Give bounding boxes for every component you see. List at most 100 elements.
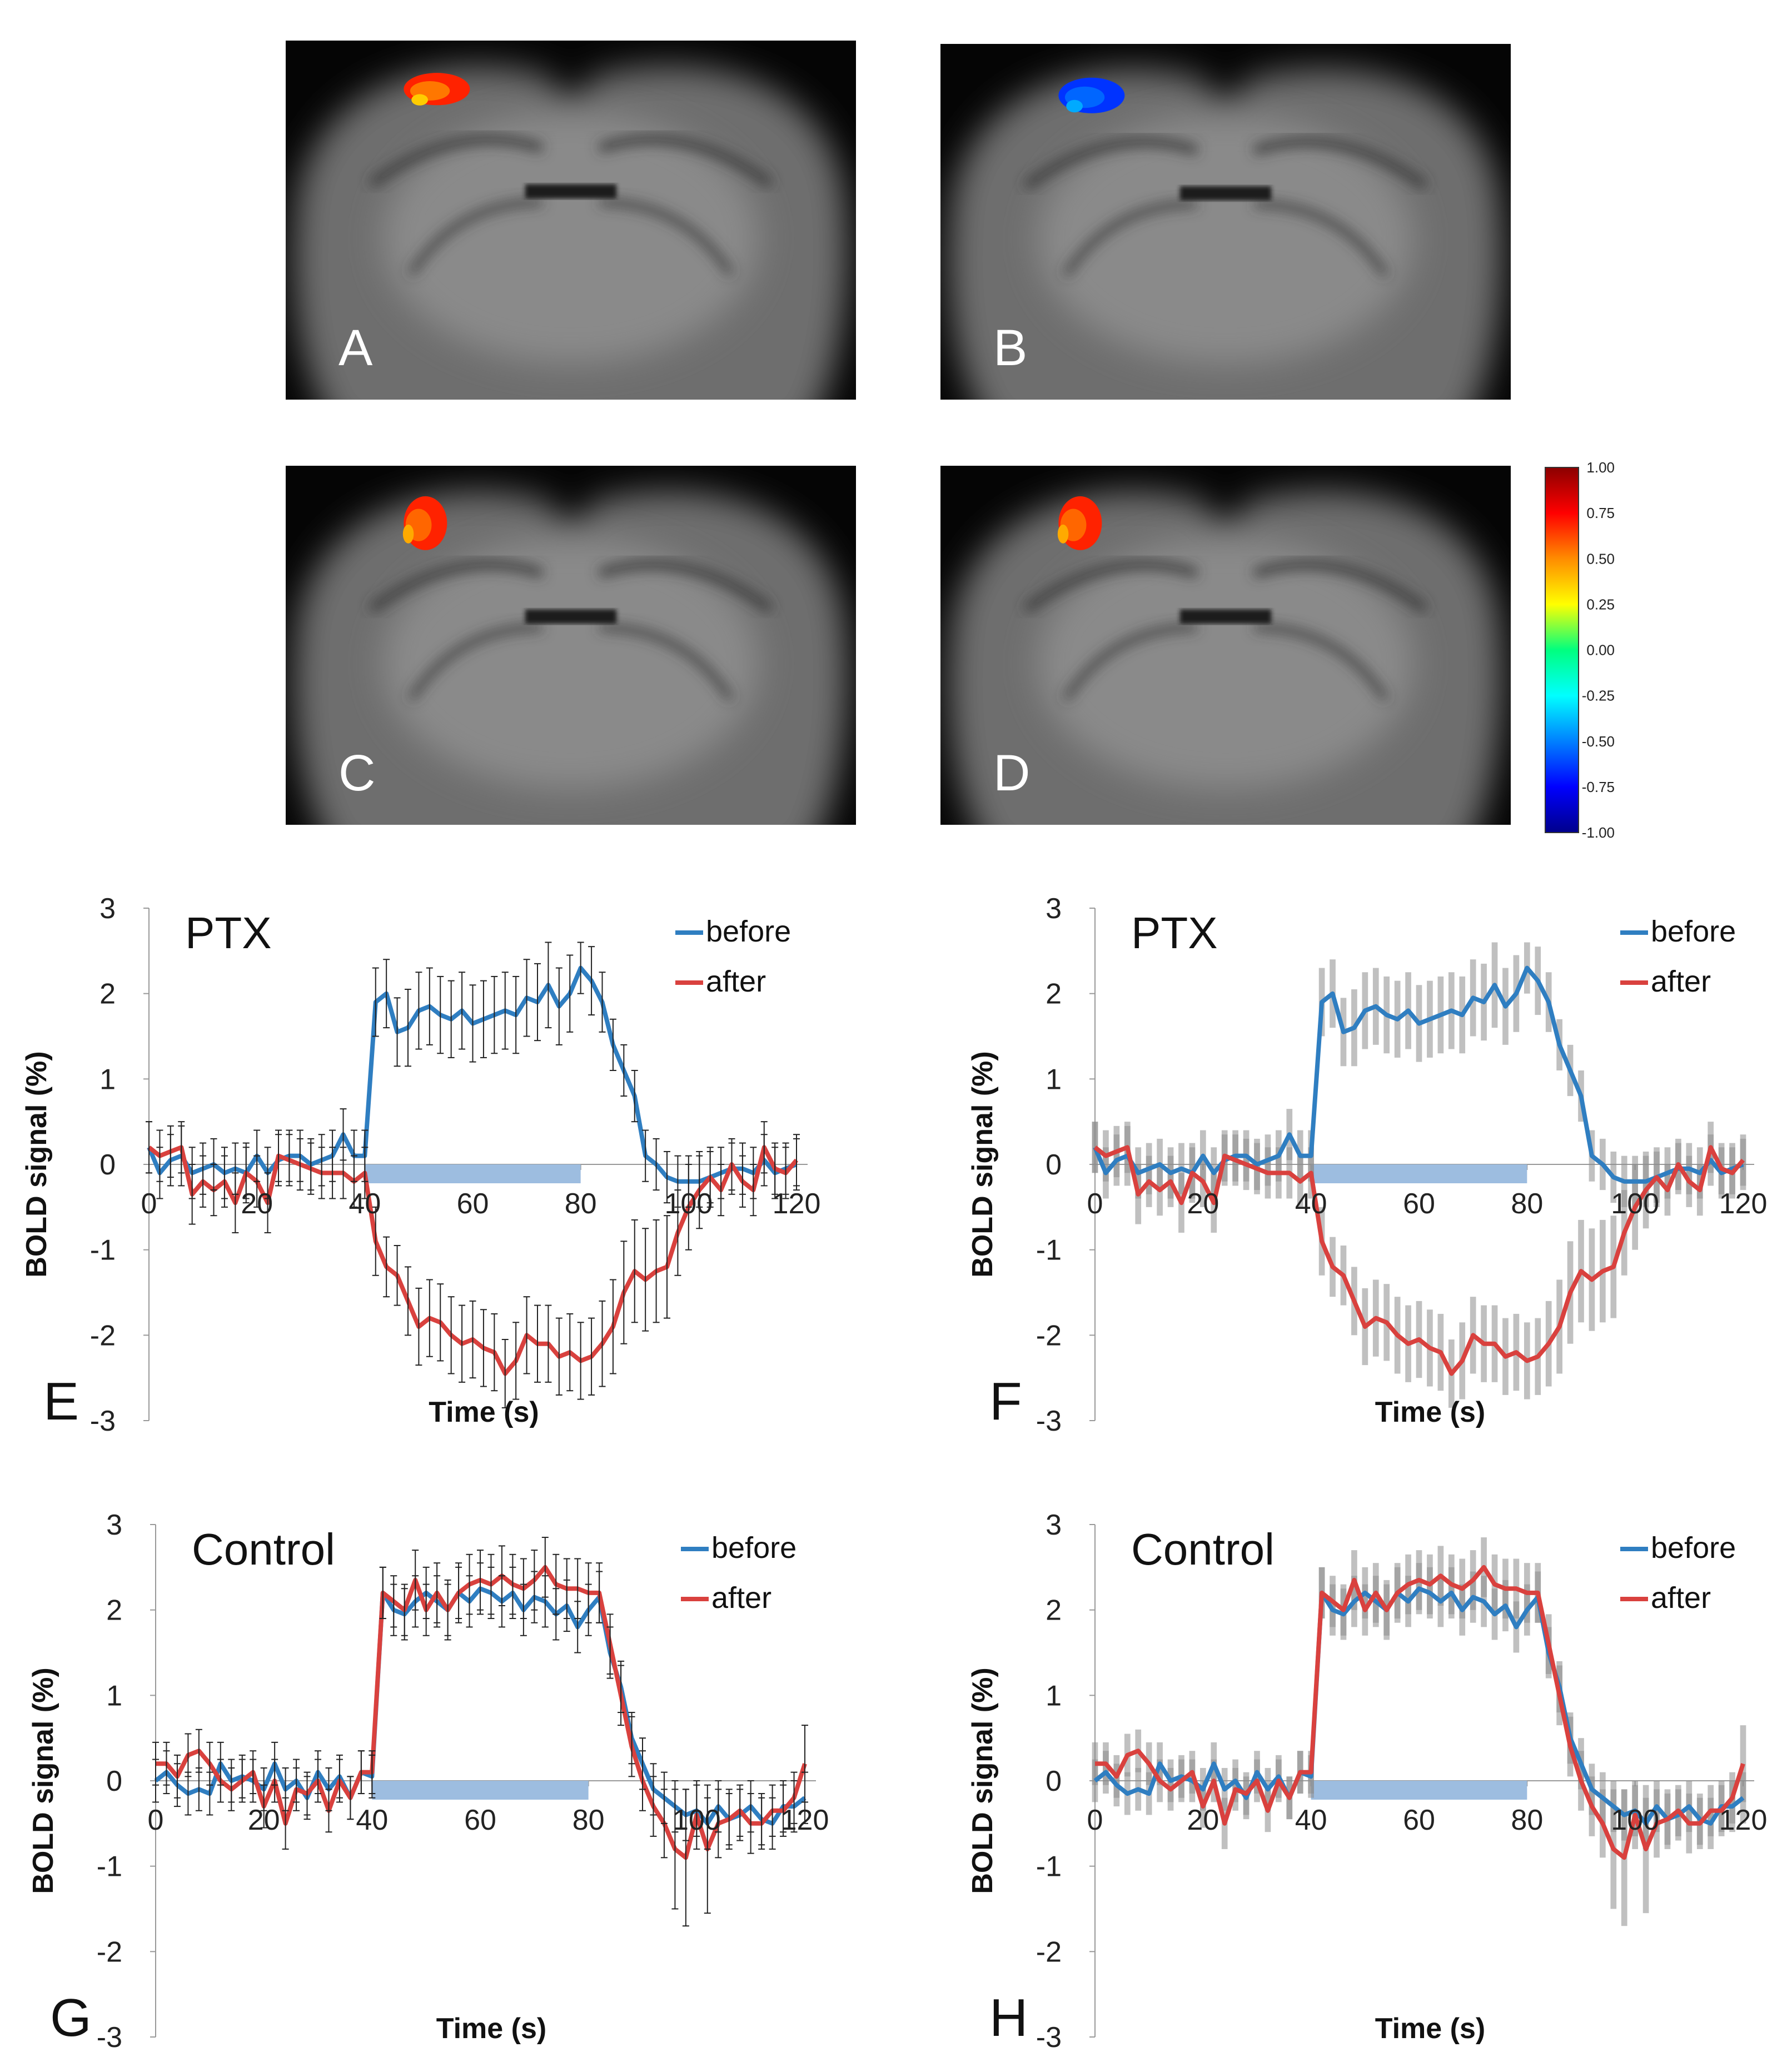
colorbar-tick: -0.50 (1582, 733, 1615, 750)
mri-image (940, 44, 1511, 400)
chart-h: 3 2 1 0 -1 -2 -3 0 20 40 60 80 100 120 Control Time (s)… (967, 1509, 1767, 2054)
y-tick-label: -2 (1036, 1319, 1062, 1352)
legend-label-before: before (706, 915, 791, 948)
y-axis-title: BOLD signal (%) (27, 1667, 59, 1894)
brain-fold (1023, 560, 1199, 613)
mri-panel-b: B (940, 44, 1511, 400)
x-axis-title: Time (s) (1375, 1396, 1485, 1428)
brain-fold (1254, 201, 1388, 277)
x-axis-title: Time (s) (429, 1396, 539, 1428)
brain-ventricle (1179, 609, 1272, 624)
y-tick-label: 1 (1046, 1680, 1062, 1712)
x-tick-label: 100 (664, 1188, 713, 1220)
mri-panel-c: C (286, 466, 856, 825)
brain-fold (1063, 201, 1197, 277)
stimulus-bar (1311, 1781, 1527, 1800)
x-axis-title: Time (s) (1375, 2013, 1485, 2045)
x-tick-label: 0 (141, 1188, 157, 1220)
x-tick-label: 100 (673, 1804, 721, 1836)
panel-letter: H (989, 1988, 1028, 2048)
y-tick-label: -1 (97, 1851, 122, 1883)
panel-letter: E (43, 1372, 79, 1431)
y-tick-label: 0 (106, 1765, 122, 1797)
error-band (1092, 1122, 1098, 1173)
y-tick-label: 3 (106, 1509, 122, 1541)
brain-ventricle (525, 609, 617, 624)
stimulus-bar (372, 1781, 589, 1800)
x-tick-label: 120 (1719, 1188, 1768, 1220)
colorbar-tick: 1.00 (1586, 459, 1615, 476)
x-tick-label: 120 (1719, 1804, 1768, 1836)
series-line-after (1095, 1565, 1745, 1860)
colorbar: 1.00 0.75 0.50 0.25 0.00 -0.25 -0.50 -0.75 -1.00 (1545, 459, 1615, 841)
brain-fold (1254, 624, 1388, 701)
mri-panels: A B C D (286, 41, 1511, 825)
error-bars-after (146, 1121, 800, 1408)
brain-core (1037, 115, 1414, 364)
y-tick-label: 1 (106, 1680, 122, 1712)
brain-fold (408, 198, 542, 276)
error-band (1740, 1725, 1746, 1802)
x-tick-label: 100 (1611, 1188, 1659, 1220)
chart-g: 3 2 1 0 -1 -2 -3 0 20 40 60 80 100 120 Control Time (s)… (27, 1509, 829, 2054)
legend: before after (1620, 1531, 1736, 1615)
y-tick-label: -1 (90, 1234, 116, 1267)
brain-fold (598, 135, 773, 188)
legend: before after (681, 1531, 797, 1615)
x-tick-label: 40 (1295, 1188, 1327, 1220)
y-tick-label: -2 (97, 1936, 122, 1968)
brain-fold (369, 560, 544, 613)
y-tick-label: -3 (1036, 2021, 1062, 2054)
brain-fold (1023, 137, 1199, 190)
x-tick-label: 40 (349, 1188, 381, 1220)
y-tick-label: -3 (97, 2021, 122, 2054)
stimulus-bar (365, 1164, 581, 1183)
panel-letter: C (339, 745, 375, 801)
colorbar-gradient (1545, 467, 1579, 833)
brain-ventricle (1179, 186, 1272, 201)
x-tick-label: 80 (1511, 1804, 1543, 1836)
mri-panel-a: A (286, 41, 856, 400)
brain-fold (599, 624, 734, 701)
y-tick-label: 0 (1046, 1765, 1062, 1797)
x-tick-label: 80 (1511, 1188, 1543, 1220)
y-tick-label: -3 (90, 1405, 116, 1437)
plot-title: PTX (185, 908, 272, 958)
series-line-before (1093, 965, 1744, 1184)
y-tick-label: 1 (99, 1063, 116, 1095)
plot-title: Control (192, 1525, 335, 1574)
y-tick-label: -1 (1036, 1234, 1062, 1267)
mri-image (286, 41, 856, 400)
series-line-after (1093, 1145, 1745, 1376)
activation-blob (1058, 77, 1125, 113)
x-tick-label: 60 (1403, 1804, 1435, 1836)
y-tick-label: 0 (99, 1149, 116, 1181)
y-tick-label: 2 (1046, 978, 1062, 1010)
colorbar-tick: -0.25 (1582, 688, 1615, 704)
brain-ventricle (525, 184, 617, 199)
panel-letter: A (339, 320, 373, 376)
brain-fold (599, 198, 734, 276)
x-tick-label: 40 (356, 1804, 388, 1836)
x-tick-label: 20 (248, 1804, 280, 1836)
legend-label-after: after (1651, 1581, 1711, 1615)
x-tick-label: 20 (241, 1188, 273, 1220)
colorbar-tick: 0.50 (1586, 550, 1615, 567)
activation-blob (402, 496, 447, 550)
brain-fold (1252, 560, 1428, 613)
y-tick-label: 3 (99, 893, 116, 925)
y-tick-label: 2 (1046, 1595, 1062, 1627)
panel-letter: D (993, 745, 1030, 801)
x-tick-label: 120 (773, 1188, 821, 1220)
x-tick-label: 100 (1611, 1804, 1659, 1836)
y-tick-label: 1 (1046, 1063, 1062, 1095)
legend-label-after: after (711, 1581, 771, 1615)
x-tick-label: 60 (464, 1804, 496, 1836)
brain-fold (1063, 624, 1197, 701)
panel-letter: B (993, 320, 1027, 376)
panel-letter: G (50, 1988, 92, 2048)
legend-label-after: after (1651, 965, 1711, 998)
y-tick-label: 0 (1046, 1149, 1062, 1181)
mri-image (940, 466, 1511, 825)
brain-core (1037, 537, 1414, 789)
